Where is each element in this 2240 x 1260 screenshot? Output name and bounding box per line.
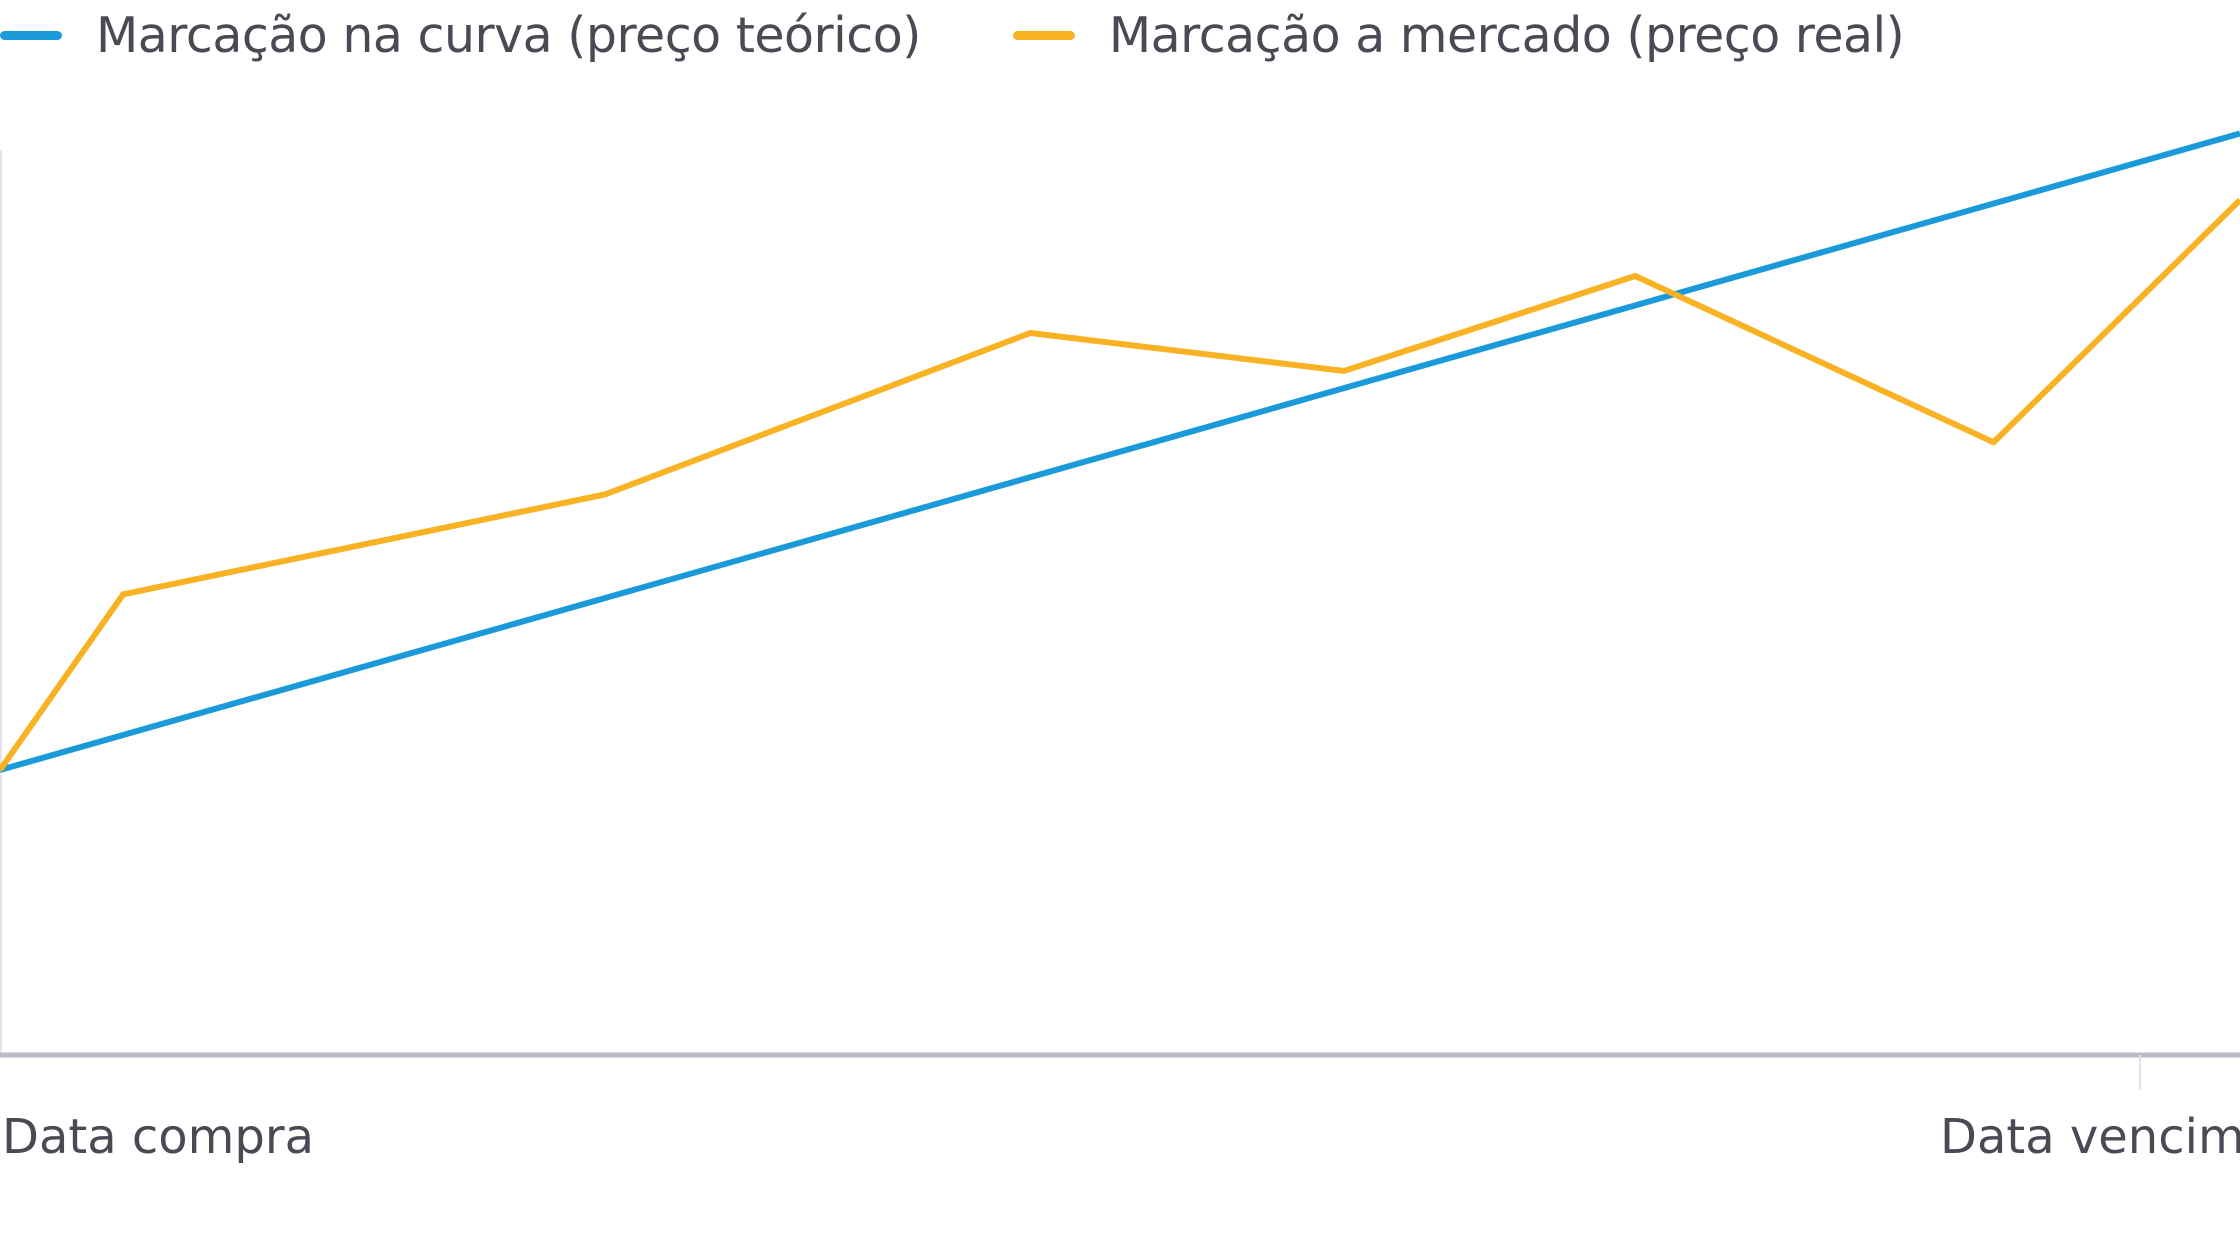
legend-label-mercado: Marcação a mercado (preço real)	[1108, 6, 1905, 64]
legend: Marcação na curva (preço teórico) Marcaç…	[0, 0, 1996, 70]
series-line-curva	[0, 130, 2240, 773]
legend-item-mercado[interactable]: Marcação a mercado (preço real)	[1012, 6, 1905, 64]
legend-label-curva: Marcação na curva (preço teórico)	[96, 6, 921, 64]
series-line-mercado	[0, 197, 2240, 772]
legend-item-curva[interactable]: Marcação na curva (preço teórico)	[0, 7, 921, 64]
legend-swatch-mercado	[1012, 30, 1075, 40]
x-tick-label-compra: Data compra	[2, 1109, 314, 1165]
x-tick-label-vencimento: Data vencimento	[1940, 1109, 2240, 1165]
legend-swatch-curva	[0, 30, 62, 40]
